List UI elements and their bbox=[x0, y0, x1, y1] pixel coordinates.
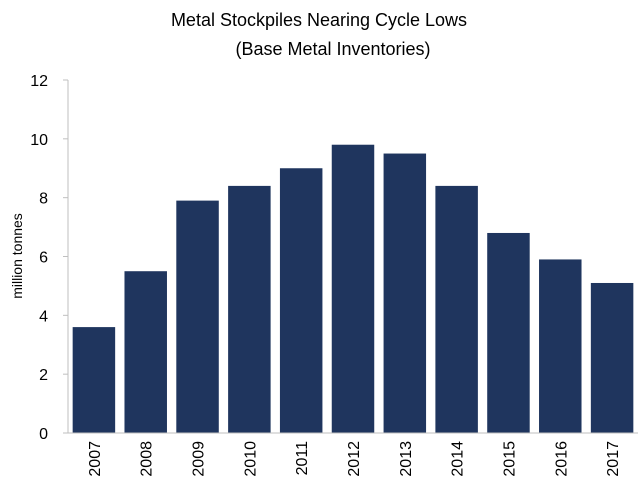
bar-2013 bbox=[383, 153, 427, 434]
x-tick-label: 2013 bbox=[398, 441, 415, 477]
y-tick-label: 0 bbox=[39, 426, 48, 443]
x-tick-label: 2016 bbox=[553, 441, 570, 477]
bar-2011 bbox=[279, 168, 323, 433]
bar-2014 bbox=[435, 185, 478, 433]
y-tick-label: 4 bbox=[39, 308, 48, 325]
y-tick-label: 6 bbox=[39, 250, 48, 267]
bar-2017 bbox=[590, 282, 634, 433]
bar-2012 bbox=[331, 144, 375, 433]
x-ticks-group: 2007 2008 2009 2010 2011 2012 2013 2014 2015 2016… bbox=[87, 441, 622, 477]
y-ticks-group: 0 2 4 6 8 10 12 bbox=[30, 73, 68, 443]
bar-2016 bbox=[539, 259, 582, 433]
y-axis-label: million tonnes bbox=[9, 213, 25, 299]
x-tick-label: 2011 bbox=[294, 441, 311, 476]
bar-2007 bbox=[72, 327, 116, 433]
bars-group bbox=[72, 144, 634, 434]
bar-2009 bbox=[176, 200, 219, 433]
y-tick-label: 8 bbox=[39, 191, 48, 208]
y-tick-label: 10 bbox=[30, 132, 48, 149]
bar-2015 bbox=[487, 232, 530, 433]
x-tick-label: 2015 bbox=[501, 441, 518, 477]
chart-title: Metal Stockpiles Nearing Cycle Lows bbox=[171, 10, 467, 30]
bar-2008 bbox=[124, 271, 167, 433]
y-tick-label: 2 bbox=[39, 367, 48, 384]
x-tick-label: 2008 bbox=[139, 441, 156, 477]
x-tick-label: 2009 bbox=[191, 441, 208, 477]
bar-2010 bbox=[228, 185, 271, 433]
x-tick-label: 2007 bbox=[87, 441, 104, 477]
chart-subtitle: (Base Metal Inventories) bbox=[235, 39, 430, 59]
y-tick-label: 12 bbox=[30, 73, 48, 90]
x-tick-label: 2012 bbox=[346, 441, 363, 477]
x-tick-label: 2017 bbox=[605, 441, 622, 477]
x-tick-label: 2014 bbox=[450, 441, 467, 477]
x-tick-label: 2010 bbox=[242, 441, 259, 477]
